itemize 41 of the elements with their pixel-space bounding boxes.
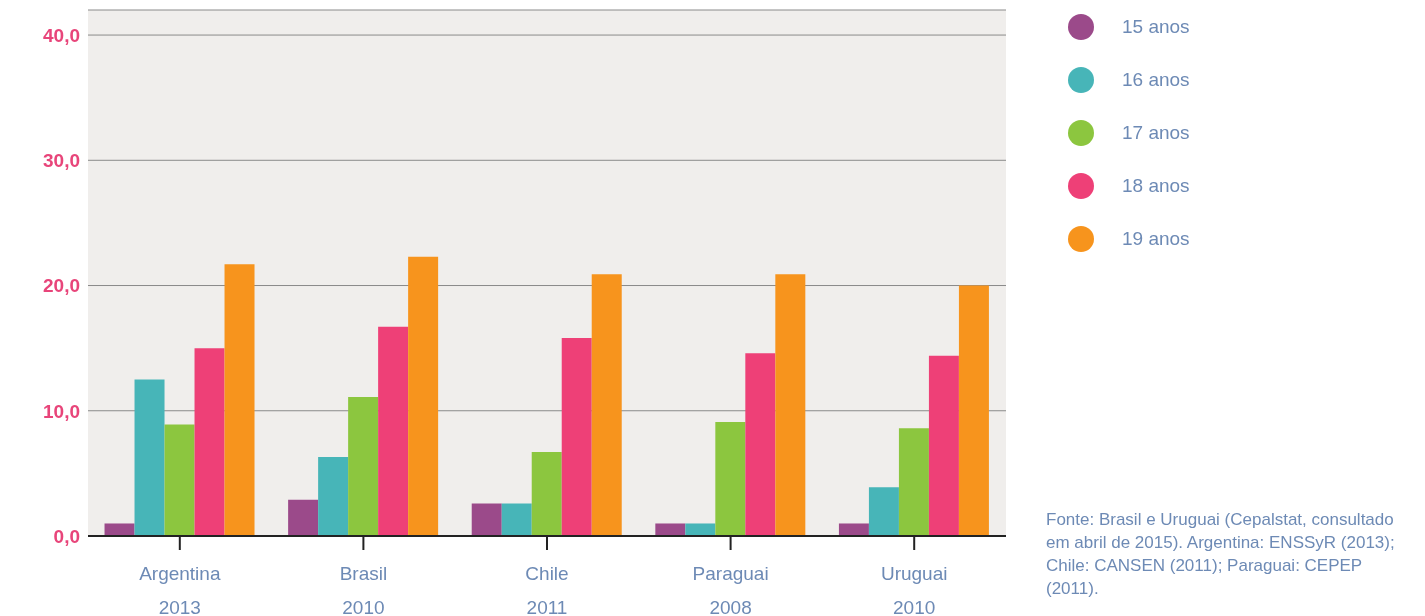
bar	[288, 499, 319, 536]
bar	[591, 274, 622, 536]
x-tick-label: Paraguai 2008	[692, 563, 769, 616]
bar	[164, 424, 195, 536]
legend-label: 17 anos	[1121, 120, 1190, 145]
bar	[715, 422, 746, 536]
bar	[348, 396, 379, 536]
bar	[928, 355, 959, 536]
bar	[685, 523, 716, 536]
bar	[318, 457, 349, 536]
source-note: Fonte: Brasil e Uruguai (Cepalstat, consultado em abril de 2015). Argentina: ENSSyR (2013); Chile: CANSEN (2011); Paraguai: CEPEP (2011).	[1046, 509, 1396, 600]
y-tick-label: 40,0	[43, 24, 80, 46]
bar	[655, 523, 686, 536]
x-tick-label: Brasil 2010	[339, 563, 388, 616]
bar	[868, 487, 899, 536]
y-tick-label: 20,0	[43, 275, 80, 297]
legend-label: 19 anos	[1121, 226, 1190, 251]
x-tick-label: Uruguai 2010	[880, 563, 948, 616]
x-tick-label: Chile 2011	[525, 563, 569, 616]
bar	[501, 503, 532, 536]
bar	[958, 285, 989, 536]
legend-label: 18 anos	[1121, 173, 1190, 198]
bar	[194, 348, 225, 536]
bar	[838, 523, 869, 536]
bar	[134, 379, 165, 536]
legend-label: 15 anos	[1121, 14, 1190, 39]
x-tick-label: Argentina 2013	[139, 563, 221, 616]
bar	[471, 503, 502, 536]
bar	[408, 256, 439, 536]
bar	[531, 452, 562, 536]
bar	[775, 274, 806, 536]
bar	[224, 264, 255, 536]
bar	[898, 428, 929, 536]
y-tick-label: 0,0	[53, 525, 80, 547]
legend-label: 16 anos	[1121, 67, 1190, 92]
y-tick-label: 30,0	[43, 150, 80, 172]
bar	[561, 338, 592, 536]
bar	[378, 326, 409, 536]
bar	[745, 353, 776, 536]
y-tick-label: 10,0	[43, 400, 80, 422]
bar	[104, 523, 135, 536]
